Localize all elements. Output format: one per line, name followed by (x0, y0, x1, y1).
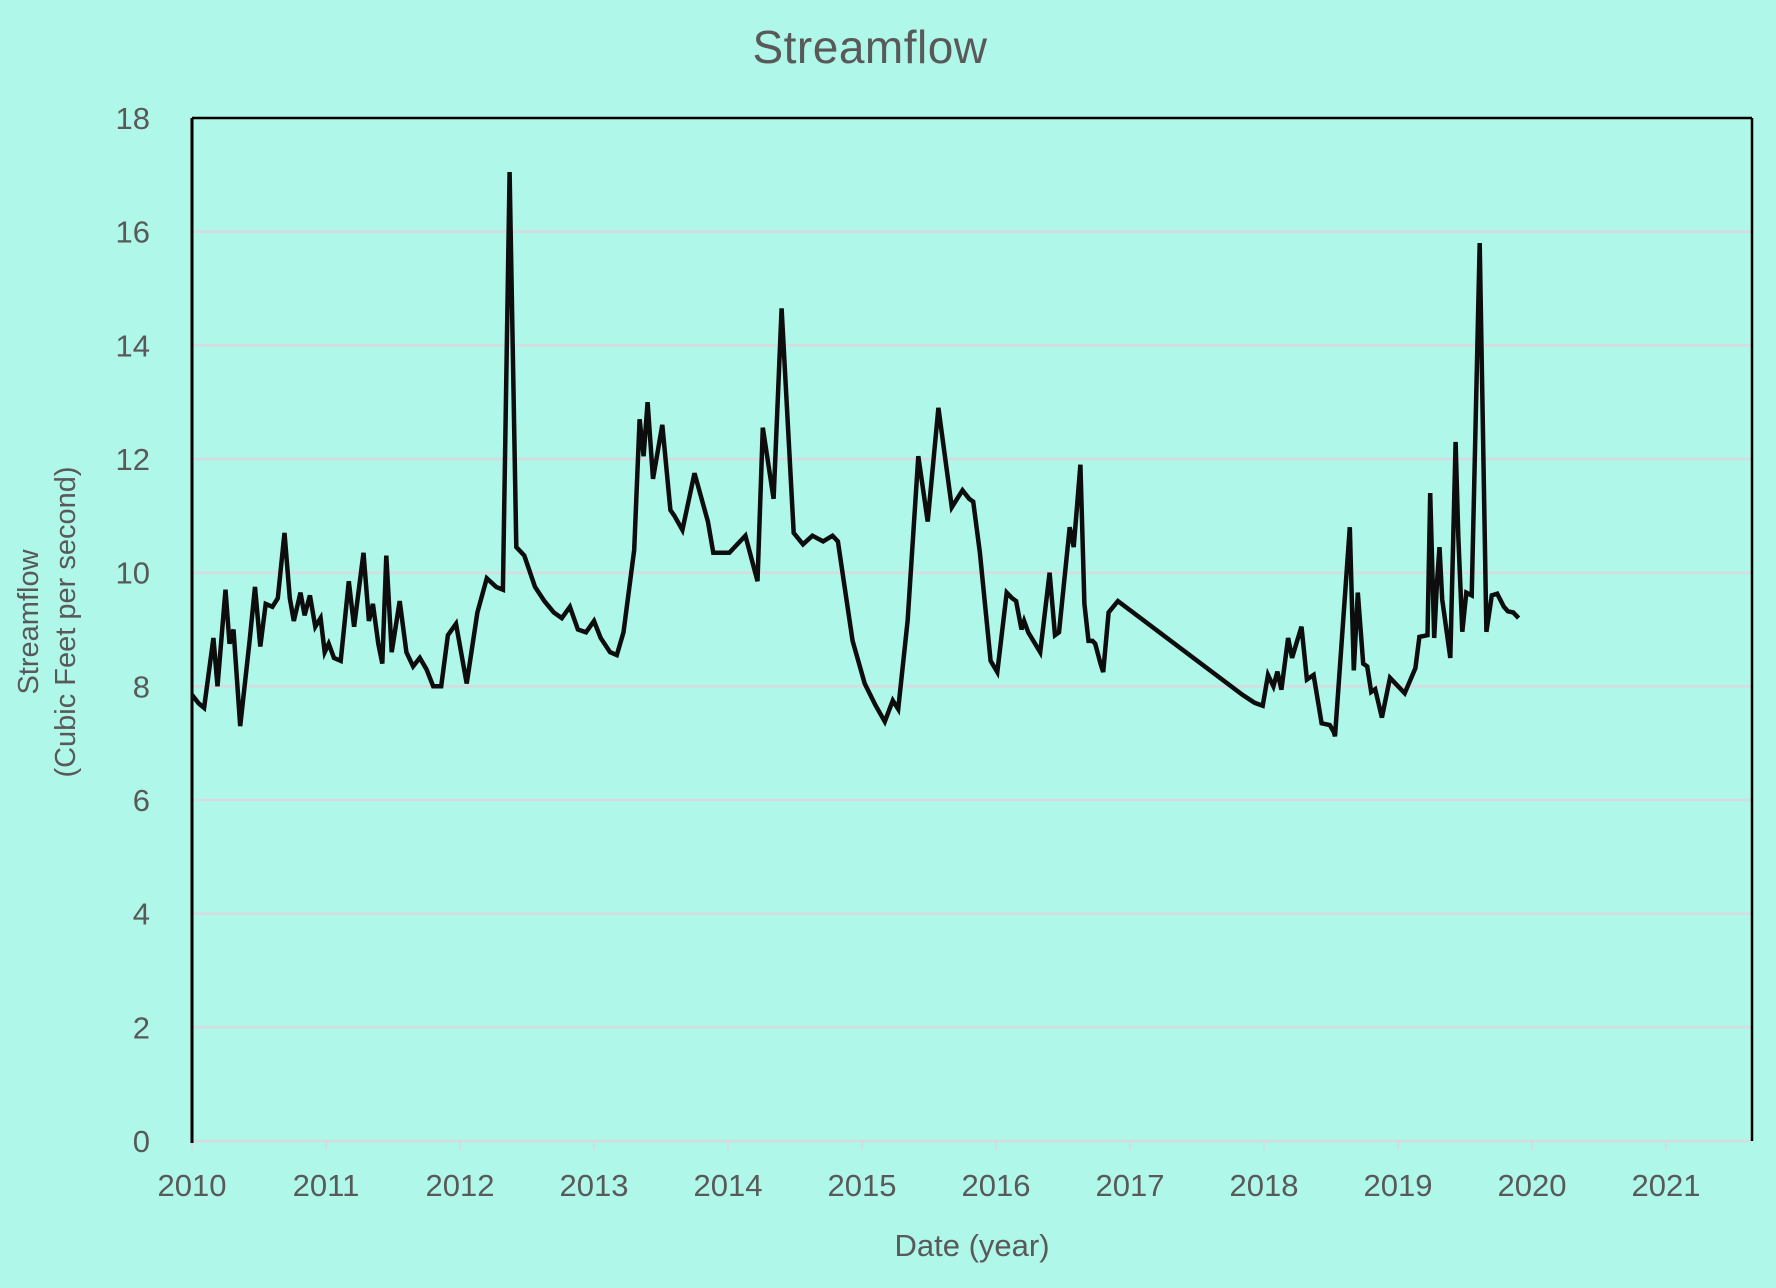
y-axis-title: Streamflow (Cubic Feet per second) (11, 302, 85, 942)
x-tick-label-2019: 2019 (1364, 1168, 1433, 1203)
x-tick-label-2018: 2018 (1230, 1168, 1299, 1203)
x-tick-label-2011: 2011 (293, 1168, 360, 1203)
chart-title: Streamflow (752, 21, 988, 73)
x-tick-label-2015: 2015 (828, 1168, 897, 1203)
x-tick-label-2012: 2012 (426, 1168, 495, 1203)
x-tick-label-2020: 2020 (1498, 1168, 1567, 1203)
y-tick-label-4: 4 (133, 897, 150, 932)
y-tick-label-18: 18 (116, 101, 150, 136)
y-tick-label-0: 0 (133, 1124, 150, 1159)
x-tick-label-2021: 2021 (1632, 1168, 1701, 1203)
x-tick-label-2010: 2010 (158, 1168, 227, 1203)
x-tick-label-2017: 2017 (1096, 1168, 1165, 1203)
y-tick-label-14: 14 (116, 328, 150, 363)
y-tick-label-12: 12 (116, 442, 150, 477)
y-tick-label-6: 6 (133, 783, 150, 818)
y-axis-title-line2: (Cubic Feet per second) (50, 466, 82, 778)
x-axis-title: Date (year) (894, 1228, 1050, 1263)
y-tick-label-2: 2 (133, 1010, 150, 1045)
series-line-streamflow (190, 171, 1521, 737)
x-tick-label-2013: 2013 (560, 1168, 629, 1203)
x-tick-label-2016: 2016 (962, 1168, 1031, 1203)
y-tick-label-16: 16 (116, 215, 150, 250)
y-axis-title-line1: Streamflow (13, 549, 45, 695)
y-tick-label-10: 10 (116, 556, 150, 591)
x-tick-label-2014: 2014 (694, 1168, 763, 1203)
y-tick-label-8: 8 (133, 669, 150, 704)
